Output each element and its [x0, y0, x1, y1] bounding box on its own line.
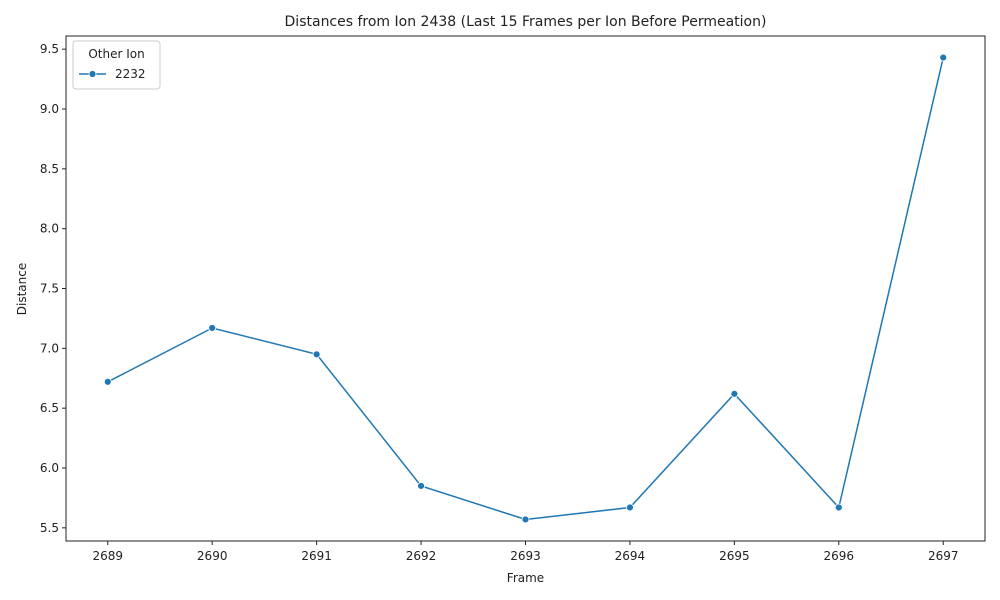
series-line — [107, 57, 944, 521]
x-tick-label: 2697 — [928, 549, 959, 563]
x-tick-label: 2691 — [301, 549, 332, 563]
plot-area — [65, 35, 986, 542]
data-point — [208, 324, 217, 332]
chart-title: Distances from Ion 2438 (Last 15 Frames … — [285, 14, 767, 30]
legend-label: 2232 — [115, 67, 146, 81]
y-tick-label: 6.0 — [40, 461, 59, 475]
data-point — [730, 389, 739, 398]
x-tick-label: 2693 — [510, 549, 541, 563]
x-tick-label: 2689 — [92, 549, 123, 563]
y-axis: 5.5 6.0 6.5 7.0 7.5 8.0 8.5 9.0 9.5 — [40, 42, 66, 535]
legend: Other Ion 2232 — [72, 40, 161, 90]
data-point — [626, 503, 634, 512]
y-tick-label: 8.5 — [40, 162, 59, 176]
data-point — [417, 482, 425, 490]
data-point — [834, 503, 843, 512]
x-tick-label: 2690 — [197, 549, 228, 563]
y-tick-label: 9.5 — [40, 42, 59, 56]
series-layer — [103, 53, 948, 524]
legend-title: Other Ion — [88, 47, 144, 61]
y-tick-label: 6.5 — [40, 401, 59, 415]
y-tick-label: 7.5 — [40, 282, 59, 296]
data-point — [103, 377, 112, 386]
legend-dot-marker — [88, 70, 97, 78]
y-tick-label: 9.0 — [40, 102, 59, 116]
x-tick-label: 2695 — [719, 549, 750, 563]
y-tick-label: 7.0 — [40, 341, 59, 355]
x-tick-label: 2696 — [824, 549, 855, 563]
data-point — [521, 515, 530, 524]
x-tick-label: 2692 — [406, 549, 437, 563]
x-tick-label: 2694 — [615, 549, 646, 563]
data-point — [312, 350, 321, 359]
y-axis-label: Distance — [15, 263, 29, 315]
y-tick-label: 5.5 — [40, 521, 59, 535]
data-point — [939, 53, 948, 62]
x-axis-label: Frame — [507, 571, 544, 585]
x-axis: 2689 2690 2691 2692 2693 2694 2695 2696 2697 — [92, 541, 959, 563]
y-tick-label: 8.0 — [40, 222, 59, 236]
